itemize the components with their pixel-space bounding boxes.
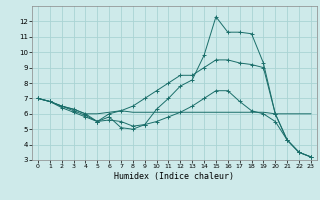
X-axis label: Humidex (Indice chaleur): Humidex (Indice chaleur) xyxy=(115,172,234,181)
